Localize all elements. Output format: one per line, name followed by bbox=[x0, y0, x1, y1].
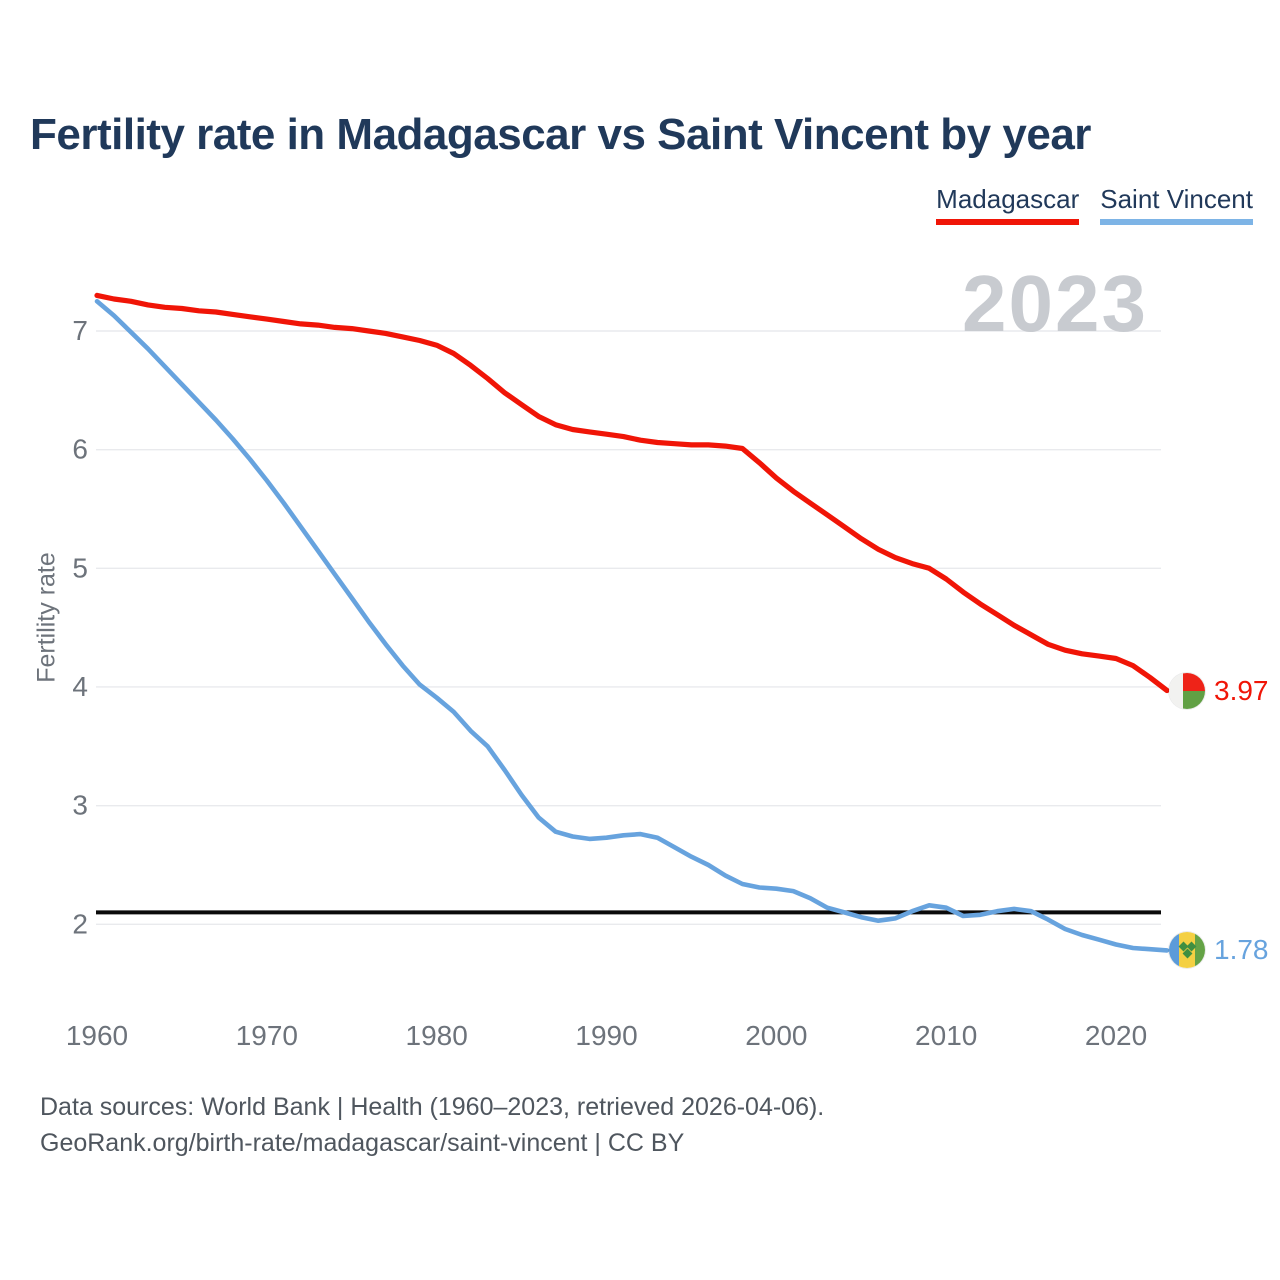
x-tick-label: 2010 bbox=[915, 1020, 977, 1051]
saint-vincent-series-endpoint: 1.78 bbox=[1169, 932, 1269, 969]
y-tick-label: 6 bbox=[72, 434, 88, 465]
x-tick-label: 1990 bbox=[575, 1020, 637, 1051]
data-sources-footer: Data sources: World Bank | Health (1960–… bbox=[40, 1089, 824, 1161]
x-tick-label: 2000 bbox=[745, 1020, 807, 1051]
madagascar-flag-icon bbox=[1169, 672, 1205, 709]
x-tick-label: 1960 bbox=[66, 1020, 128, 1051]
legend-item-saint-vincent[interactable]: Saint Vincent bbox=[1100, 184, 1253, 225]
y-tick-label: 5 bbox=[72, 552, 88, 583]
watermark-year: 2023 bbox=[962, 259, 1148, 348]
madagascar-end-value: 3.97 bbox=[1214, 674, 1269, 706]
x-tick-label: 2020 bbox=[1085, 1020, 1147, 1051]
y-tick-label: 4 bbox=[72, 671, 88, 702]
madagascar-series-endpoint: 3.97 bbox=[1169, 672, 1269, 709]
footer-line-attribution: GeoRank.org/birth-rate/madagascar/saint-… bbox=[40, 1129, 685, 1157]
x-tick-label: 1970 bbox=[236, 1020, 298, 1051]
series-line-saint-vincent bbox=[94, 298, 1170, 953]
y-tick-label: 7 bbox=[72, 315, 88, 346]
saint-vincent-end-value: 1.78 bbox=[1214, 934, 1269, 966]
saint-vincent-flag-icon bbox=[1169, 932, 1205, 969]
y-axis-label: Fertility rate bbox=[32, 552, 61, 683]
x-tick-label: 1980 bbox=[406, 1020, 468, 1051]
y-tick-label: 2 bbox=[72, 908, 88, 939]
page-title: Fertility rate in Madagascar vs Saint Vi… bbox=[30, 110, 1091, 159]
y-tick-label: 3 bbox=[72, 790, 88, 821]
legend-item-madagascar[interactable]: Madagascar bbox=[936, 184, 1080, 225]
series-line-madagascar bbox=[94, 292, 1170, 694]
footer-line-sources: Data sources: World Bank | Health (1960–… bbox=[40, 1093, 825, 1121]
legend: Madagascar Saint Vincent bbox=[936, 184, 1253, 225]
